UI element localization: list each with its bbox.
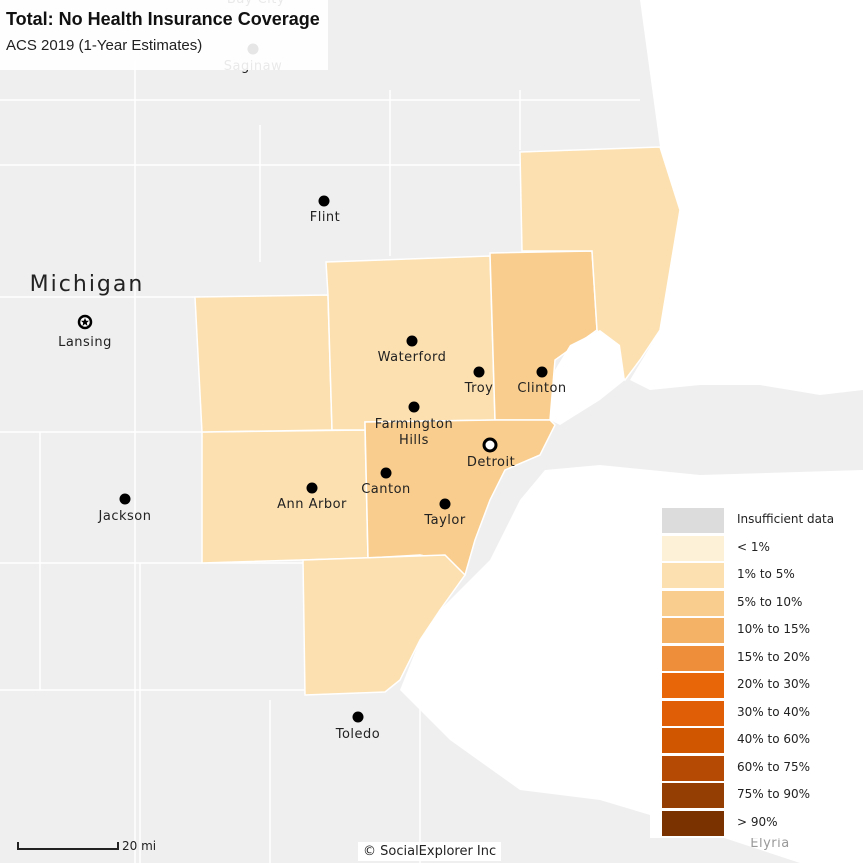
county: [194, 294, 333, 433]
place-marker: [318, 195, 330, 207]
legend-label: 5% to 10%: [737, 594, 803, 609]
place-marker: [380, 467, 392, 479]
place-marker: [536, 366, 548, 378]
place-label: Detroit: [466, 455, 516, 470]
legend-item: 30% to 40%: [662, 700, 862, 726]
place-label: Flint: [309, 210, 341, 225]
legend-swatch: [662, 700, 724, 726]
lake-huron: [630, 0, 863, 395]
place-marker: [408, 401, 420, 413]
legend-label: Insufficient data: [737, 512, 835, 526]
place-marker: [306, 482, 318, 494]
place-label: Clinton: [517, 381, 567, 396]
legend-item: 75% to 90%: [662, 783, 862, 808]
legend-label: 60% to 75%: [737, 759, 811, 774]
place-label: Lansing: [58, 335, 112, 350]
capital-star: [81, 318, 89, 326]
place-marker: [119, 493, 131, 505]
place-label: Waterford: [377, 350, 447, 365]
legend-swatch: [662, 728, 724, 753]
place-markers: [77, 43, 775, 831]
place-marker: [352, 711, 364, 723]
scale-bar: [17, 842, 119, 850]
legend-item: Insufficient data: [662, 508, 862, 533]
legend-item: 1% to 5%: [662, 563, 862, 588]
border-lines: [0, 60, 640, 863]
legend-item: 60% to 75%: [662, 755, 862, 781]
place-marker: [439, 498, 451, 510]
scale-label: 20 mi: [122, 839, 157, 853]
place-label: Ann Arbor: [277, 497, 347, 512]
place-marker: [406, 335, 418, 347]
place-marker: [482, 437, 498, 453]
title: Total: No Health Insurance Coverage: [6, 9, 320, 29]
credit: © SocialExplorer Inc: [358, 842, 502, 861]
legend-item: 10% to 15%: [662, 618, 862, 643]
legend-label: 15% to 20%: [737, 649, 811, 664]
legend-label: 20% to 30%: [737, 677, 811, 691]
legend-item: 20% to 30%: [662, 673, 862, 698]
legend-label: 10% to 15%: [737, 622, 811, 636]
place-label: Elyria: [750, 836, 790, 851]
legend-swatch: [662, 535, 724, 561]
legend-swatch: [662, 755, 724, 781]
legend-swatch: [662, 645, 724, 671]
subtitle: ACS 2019 (1-Year Estimates): [6, 37, 203, 54]
title-box: Total: No Health Insurance Coverage ACS …: [0, 0, 328, 70]
legend-item: 5% to 10%: [662, 590, 862, 616]
legend-label: 30% to 40%: [737, 704, 811, 719]
legend-item: 40% to 60%: [662, 728, 862, 753]
lake-st-clair: [550, 330, 625, 425]
place-marker: [473, 366, 485, 378]
legend-label: 75% to 90%: [737, 787, 811, 801]
legend-label: 40% to 60%: [737, 732, 811, 746]
legend-swatch: [662, 590, 724, 616]
legend-label: < 1%: [737, 539, 770, 554]
legend-swatch: [662, 618, 724, 643]
legend-swatch: [662, 673, 724, 698]
legend-item: 15% to 20%: [662, 645, 862, 671]
legend-swatch: [662, 508, 724, 533]
place-label: Troy: [464, 381, 494, 396]
place-label: Toledo: [335, 727, 381, 742]
county-borders: [0, 60, 640, 863]
legend-swatch: [662, 783, 724, 808]
place-label: Taylor: [424, 513, 466, 528]
legend-swatch: [662, 563, 724, 588]
legend-label: 1% to 5%: [737, 567, 795, 581]
place-label: Jackson: [98, 509, 152, 524]
region-label: Michigan: [29, 272, 145, 297]
scale-line: [17, 842, 119, 850]
legend-item: < 1%: [662, 535, 862, 561]
legend-swatch: [662, 810, 724, 836]
legend-item: > 90%: [662, 810, 862, 836]
place-label: Canton: [361, 482, 411, 497]
legend-label: > 90%: [737, 814, 778, 829]
legend: Insufficient data < 1% 1% to 5% 5% to 10% 10…: [650, 483, 863, 838]
place-label: Farmington Hills: [374, 417, 454, 448]
